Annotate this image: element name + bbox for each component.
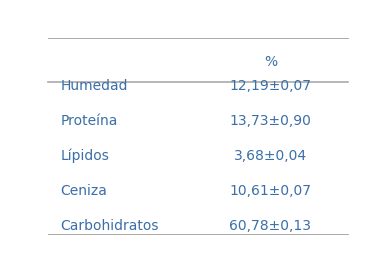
Text: Lípidos: Lípidos (60, 149, 109, 163)
Text: Proteína: Proteína (60, 114, 118, 128)
Text: 13,73±0,90: 13,73±0,90 (229, 114, 311, 128)
Text: %: % (264, 55, 277, 69)
Text: 3,68±0,04: 3,68±0,04 (234, 149, 307, 163)
Text: Humedad: Humedad (60, 79, 128, 93)
Text: Ceniza: Ceniza (60, 184, 107, 198)
Text: Carbohidratos: Carbohidratos (60, 219, 159, 233)
Text: 10,61±0,07: 10,61±0,07 (229, 184, 311, 198)
Text: 12,19±0,07: 12,19±0,07 (229, 79, 311, 93)
Text: 60,78±0,13: 60,78±0,13 (229, 219, 311, 233)
